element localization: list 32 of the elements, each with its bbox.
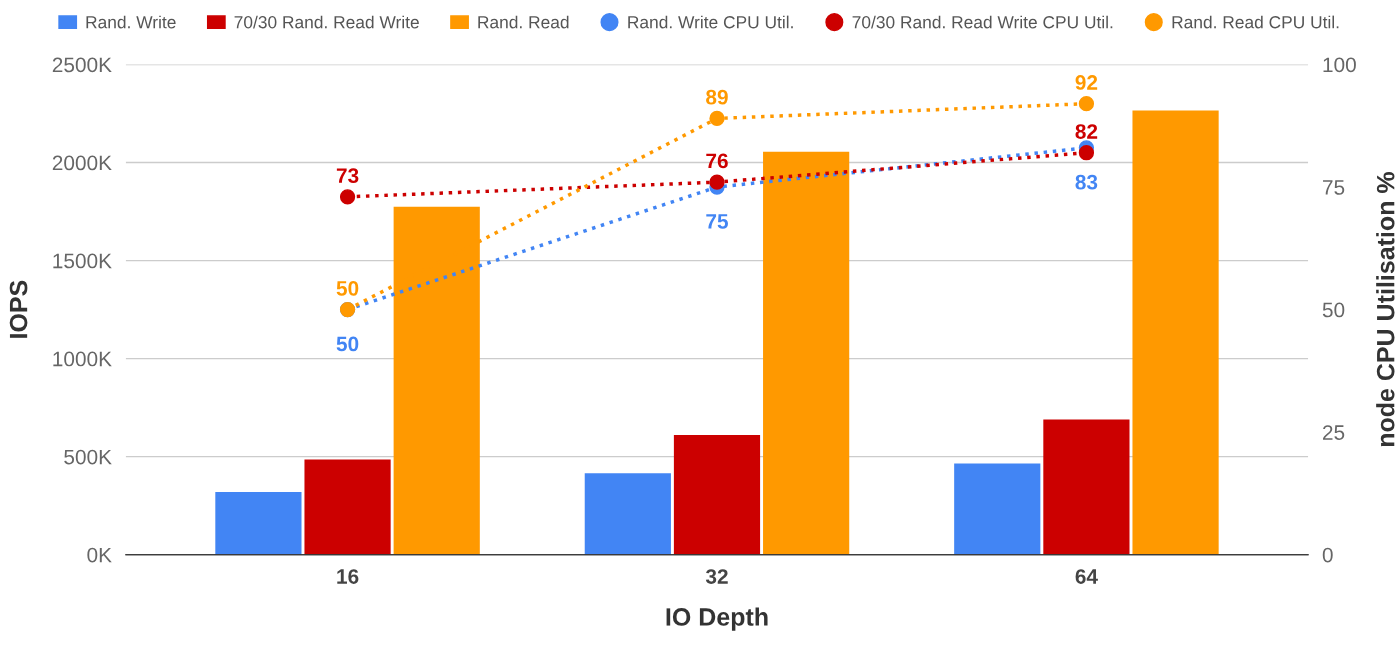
legend-label: 70/30 Rand. Read Write CPU Util. [852, 15, 1113, 29]
data-label: 92 [1075, 75, 1098, 90]
y-tick-label: 0K [87, 547, 112, 563]
y2-tick-label: 25 [1323, 425, 1345, 440]
y-tick-label: 2500K [52, 57, 112, 73]
x-tick-label: 64 [1075, 569, 1098, 584]
data-label: 83 [1075, 174, 1098, 190]
data-label: 76 [706, 153, 728, 169]
y-axis-title: IOPS [9, 280, 28, 338]
x-tick-label: 32 [705, 569, 728, 584]
data-label: 89 [706, 89, 728, 105]
y-tick-label: 1000K [53, 351, 112, 367]
y-tick-label: 500K [64, 449, 112, 465]
x-tick-label: 16 [337, 569, 359, 584]
y2-tick-label: 50 [1322, 302, 1345, 318]
legend-label: Rand. Write CPU Util. [628, 15, 793, 29]
data-label: 82 [1075, 124, 1098, 139]
data-label: 73 [336, 168, 359, 184]
data-label: 75 [706, 214, 728, 229]
data-label: 50 [336, 336, 359, 352]
y2-tick-label: 75 [1323, 180, 1345, 195]
y-tick-label: 2000K [52, 155, 112, 171]
y2-axis-title: node CPU Utilisation % [1376, 172, 1395, 447]
legend-label: 70/30 Rand. Read Write [234, 15, 419, 29]
y2-tick-label: 100 [1323, 57, 1356, 73]
legend-label: Rand. Write [86, 15, 176, 29]
data-label: 50 [336, 281, 359, 296]
legend-label: Rand. Read CPU Util. [1172, 15, 1339, 29]
x-axis-title: IO Depth [666, 607, 768, 631]
legend-label: Rand. Read [478, 15, 569, 29]
y-tick-label: 1500K [53, 253, 112, 269]
y2-tick-label: 0 [1322, 547, 1333, 563]
